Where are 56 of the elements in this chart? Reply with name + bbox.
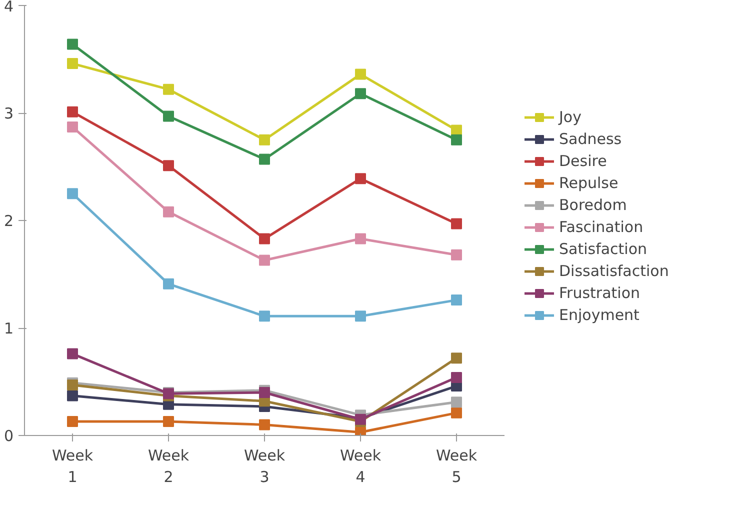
point: [451, 352, 462, 364]
y-tick-label: 3: [4, 104, 14, 122]
point: [355, 310, 366, 322]
point: [67, 348, 78, 360]
point: [67, 416, 78, 428]
point: [451, 249, 462, 260]
legend-label: Dissatisfaction: [559, 262, 669, 280]
point: [67, 121, 78, 132]
point: [355, 426, 366, 436]
legend-label: Boredom: [559, 196, 627, 214]
point: [259, 310, 270, 322]
x-tick-label: Week 1: [52, 446, 94, 486]
point: [451, 372, 462, 383]
point: [67, 58, 78, 70]
point: [259, 134, 270, 146]
legend-label: Fascination: [559, 218, 644, 236]
legend-label: Desire: [559, 152, 607, 170]
x-tick-label: Week 4: [340, 446, 382, 486]
y-tick-label: 0: [4, 427, 14, 445]
point: [451, 407, 462, 418]
point: [259, 387, 270, 398]
point: [163, 206, 174, 218]
legend-label: Repulse: [559, 174, 618, 192]
point: [451, 124, 462, 136]
point: [451, 134, 462, 146]
x-tick-label: Week 2: [148, 446, 190, 486]
point: [451, 294, 462, 306]
point: [355, 68, 366, 80]
legend-label: Enjoyment: [559, 306, 640, 324]
point: [163, 160, 174, 172]
point: [163, 84, 174, 95]
point: [451, 396, 462, 408]
point: [259, 254, 270, 266]
x-tick-label: Week 5: [436, 446, 478, 486]
point: [355, 88, 366, 100]
legend-label: Frustration: [559, 284, 640, 302]
point: [355, 173, 366, 184]
point: [259, 154, 270, 165]
legend-label: Joy: [559, 108, 582, 126]
x-tick-label: Week 3: [244, 446, 286, 486]
point: [67, 106, 78, 118]
point: [67, 38, 78, 50]
point: [355, 233, 366, 244]
point: [259, 233, 270, 244]
y-tick-label: 2: [4, 212, 14, 230]
point: [451, 218, 462, 230]
point: [163, 416, 174, 428]
legend-label: Satisfaction: [559, 240, 648, 258]
point: [259, 419, 270, 430]
legend-label: Sadness: [559, 130, 622, 148]
y-tick-label: 4: [4, 0, 14, 16]
point: [67, 390, 78, 402]
y-tick-label: 1: [4, 320, 14, 338]
point: [163, 278, 174, 290]
point: [163, 110, 174, 122]
point: [67, 188, 78, 200]
